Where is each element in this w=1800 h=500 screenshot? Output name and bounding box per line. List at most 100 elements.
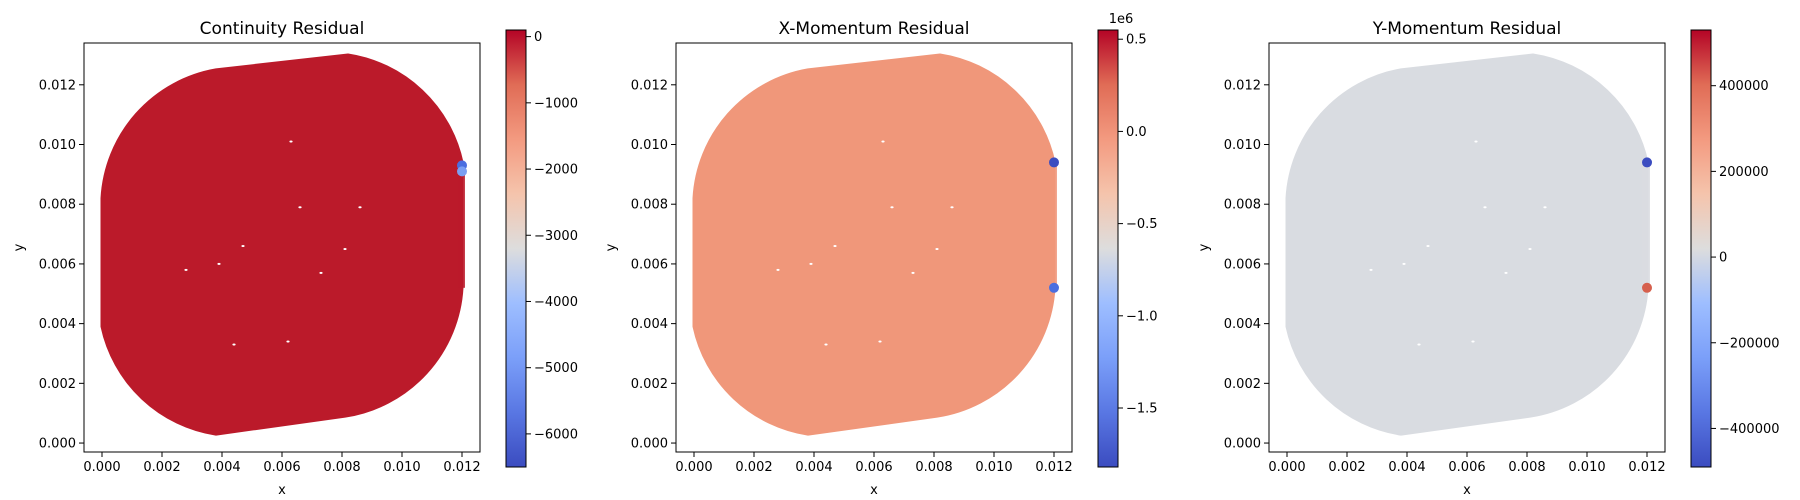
domain-hole xyxy=(824,343,828,346)
x-tick-label: 0.002 xyxy=(1328,460,1365,475)
y-tick-label: 0.004 xyxy=(631,317,668,332)
colorbar-tick-label: 0 xyxy=(1719,251,1727,266)
x-tick-label: 0.012 xyxy=(443,460,480,475)
colorbar-tick-label: −6000 xyxy=(534,427,578,442)
x-axis-label: x xyxy=(870,483,878,498)
x-tick-label: 0.006 xyxy=(1448,460,1485,475)
y-tick-label: 0.006 xyxy=(39,257,76,272)
x-tick-label: 0.006 xyxy=(263,460,300,475)
y-tick-label: 0.006 xyxy=(1224,257,1261,272)
y-tick-label: 0.000 xyxy=(39,437,76,452)
hotspot-point xyxy=(1642,157,1652,168)
colorbar-tick-label: 400000 xyxy=(1719,79,1769,94)
domain-hole xyxy=(358,206,362,209)
y-tick-label: 0.012 xyxy=(39,78,76,93)
y-tick-label: 0.008 xyxy=(631,198,668,213)
colorbar-tick-label: −2000 xyxy=(534,163,578,178)
colorbar: 0 −1000 −2000 −3000 −4000 −5000 −6000 xyxy=(505,29,578,468)
colorbar-tick-label: −0.5 xyxy=(1126,217,1158,232)
y-tick-label: 0.010 xyxy=(631,138,668,153)
x-tick-label: 0.010 xyxy=(975,460,1012,475)
panel-1: 0.000 0.002 0.004 0.006 0.008 0.010 0.012 0.000… xyxy=(12,19,578,498)
x-axis-label: x xyxy=(278,483,286,498)
hotspot-point xyxy=(1642,282,1652,293)
domain-hole xyxy=(833,245,837,248)
x-tick-label: 0.008 xyxy=(323,460,360,475)
colorbar-tick-label: 0.0 xyxy=(1126,125,1147,140)
x-tick-label: 0.010 xyxy=(383,460,420,475)
domain-hole xyxy=(881,140,885,143)
y-tick-label: 0.000 xyxy=(631,437,668,452)
y-tick-label: 0.008 xyxy=(1224,198,1261,213)
x-tick-label: 0.004 xyxy=(1388,460,1425,475)
y-axis-label: y xyxy=(12,243,27,251)
x-tick-label: 0.000 xyxy=(1268,460,1305,475)
hotspot-point xyxy=(1049,282,1059,293)
y-tick-label: 0.002 xyxy=(631,377,668,392)
hotspot-point xyxy=(1049,157,1059,168)
x-tick-label: 0.012 xyxy=(1035,460,1072,475)
chart-title: X-Momentum Residual xyxy=(779,19,970,39)
colorbar-tick-label: −1000 xyxy=(534,96,578,111)
x-tick-label: 0.006 xyxy=(855,460,892,475)
colorbar-tick-label: −1.5 xyxy=(1126,401,1158,416)
domain-hole xyxy=(298,206,302,209)
domain-hole xyxy=(217,262,221,265)
domain-hole xyxy=(950,206,954,209)
domain-hole xyxy=(890,206,894,209)
domain-hole xyxy=(1402,262,1406,265)
y-tick-label: 0.002 xyxy=(39,377,76,392)
colorbar-tick-label: −3000 xyxy=(534,229,578,244)
chart-title: Y-Momentum Residual xyxy=(1372,19,1562,39)
y-tick-label: 0.000 xyxy=(1224,437,1261,452)
domain-field xyxy=(100,53,464,436)
y-axis-label: y xyxy=(604,243,619,251)
domain-hole xyxy=(776,268,780,271)
x-tick-label: 0.010 xyxy=(1568,460,1605,475)
y-tick-label: 0.006 xyxy=(631,257,668,272)
y-tick-label: 0.004 xyxy=(39,317,76,332)
x-tick-label: 0.004 xyxy=(795,460,832,475)
domain-field xyxy=(1285,53,1649,436)
colorbar-tick-label: −200000 xyxy=(1719,336,1780,351)
domain-hole xyxy=(1504,271,1508,274)
x-tick-label: 0.002 xyxy=(735,460,772,475)
colorbar-offset-label: 1e6 xyxy=(1109,12,1134,27)
colorbar-tick-label: −4000 xyxy=(534,295,578,310)
domain-hole xyxy=(1369,268,1373,271)
colorbar-tick-label: 0.5 xyxy=(1126,33,1147,48)
x-tick-label: 0.000 xyxy=(83,460,120,475)
domain-hole xyxy=(289,140,293,143)
y-tick-label: 0.012 xyxy=(631,78,668,93)
domain-hole xyxy=(232,343,236,346)
x-tick-label: 0.008 xyxy=(1508,460,1545,475)
x-tick-label: 0.002 xyxy=(143,460,180,475)
edge-strip xyxy=(1642,162,1650,288)
panel-3: 0.000 0.002 0.004 0.006 0.008 0.010 0.012 0.000… xyxy=(1197,19,1780,498)
domain-hole xyxy=(1471,340,1475,343)
edge-strip xyxy=(1049,162,1057,288)
colorbar-tick-label: −400000 xyxy=(1719,422,1780,437)
colorbar: 0.5 0.0 −0.5 −1.0 −1.5 1e6 xyxy=(1097,12,1158,468)
domain-hole xyxy=(1543,206,1547,209)
domain-hole xyxy=(343,247,347,250)
y-tick-label: 0.004 xyxy=(1224,317,1261,332)
domain-hole xyxy=(1426,245,1430,248)
y-tick-label: 0.012 xyxy=(1224,78,1261,93)
colorbar-gradient xyxy=(1097,29,1119,468)
x-tick-label: 0.004 xyxy=(203,460,240,475)
domain-hole xyxy=(1528,247,1532,250)
domain-hole xyxy=(241,245,245,248)
colorbar-tick-label: −1.0 xyxy=(1126,309,1158,324)
colorbar-gradient xyxy=(505,29,527,468)
hotspot-point xyxy=(457,166,467,177)
x-tick-label: 0.012 xyxy=(1628,460,1665,475)
domain-hole xyxy=(319,271,323,274)
chart-title: Continuity Residual xyxy=(200,19,365,39)
domain-hole xyxy=(935,247,939,250)
domain-hole xyxy=(911,271,915,274)
colorbar-tick-label: 0 xyxy=(534,30,542,45)
domain-hole xyxy=(1483,206,1487,209)
domain-hole xyxy=(1417,343,1421,346)
